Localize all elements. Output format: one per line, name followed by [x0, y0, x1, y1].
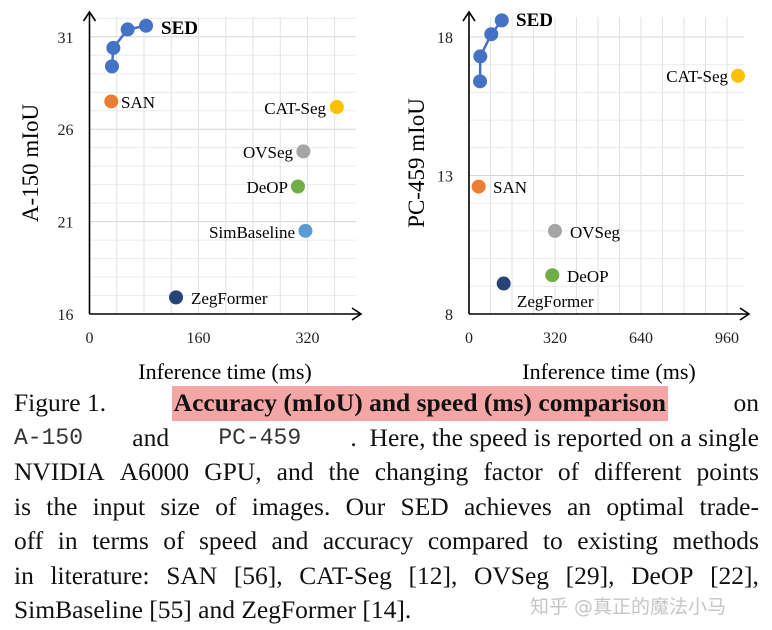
point-label: DeOP	[246, 178, 288, 197]
point-label: DeOP	[567, 267, 609, 286]
x-tick-label: 960	[715, 330, 739, 347]
x-tick-label: 160	[187, 330, 211, 347]
data-point	[494, 13, 509, 28]
y-tick-label: 26	[58, 122, 74, 139]
x-tick-label: 320	[296, 330, 320, 347]
caption-text: NVIDIA A6000 GPU, and the changing factor of dif…	[14, 457, 759, 486]
gridlines	[89, 17, 356, 314]
x-tick-label: 640	[629, 330, 653, 347]
data-point	[731, 68, 746, 83]
y-axis-arrow-icon	[462, 10, 476, 22]
data-point	[104, 59, 119, 74]
point-label: SED	[516, 10, 553, 31]
caption-text: in literature: SAN [56], CAT-Seg [12], OVSeg [2…	[14, 560, 759, 590]
figure-caption: Figure 1. Accuracy (mIoU) and speed (ms) …	[14, 386, 759, 628]
series-line	[478, 19, 503, 82]
point-label: SAN	[121, 93, 155, 112]
point-label: CAT-Seg	[264, 99, 326, 118]
x-tick-label: 0	[465, 330, 473, 347]
caption-line: A-150 and PC-459 . Here, the speed is repor…	[14, 421, 759, 456]
data-point	[473, 49, 488, 64]
y-tick-label: 18	[437, 30, 453, 47]
caption-text: SimBaseline [55] and ZegFormer [14].	[14, 595, 412, 624]
caption-text: Figure 1.	[14, 388, 107, 417]
x-axis-arrow-icon	[739, 307, 751, 321]
highlighted-caption-text: Accuracy (mIoU) and speed (ms) compariso…	[171, 386, 668, 421]
caption-text: on	[733, 388, 759, 417]
data-point	[473, 74, 488, 89]
x-tick-label: 0	[86, 330, 94, 347]
point-label: ZegFormer	[191, 289, 268, 308]
series-zegformer: ZegFormer	[169, 289, 268, 308]
caption-line: SimBaseline [55] and ZegFormer [14].	[14, 593, 759, 628]
y-tick-label: 13	[437, 169, 453, 186]
data-point	[120, 22, 135, 37]
series-zegformer: ZegFormer	[496, 276, 594, 311]
series-simbaseline: SimBaseline	[209, 223, 313, 242]
series-line	[110, 24, 147, 67]
data-point	[496, 276, 511, 291]
y-axis-arrow-icon	[82, 10, 97, 22]
data-point	[471, 179, 486, 194]
point-label: OVSeg	[243, 143, 294, 162]
data-point	[104, 94, 119, 109]
series-ovseg: OVSeg	[548, 223, 621, 242]
caption-line: is the input size of images. Our SED achieves an o…	[14, 490, 759, 525]
point-label: ZegFormer	[517, 292, 594, 311]
y-tick-label: 16	[58, 307, 74, 324]
x-axis-title: Inference time (ms)	[138, 359, 311, 384]
series-sed: SED	[104, 18, 198, 74]
x-axis-arrow-icon	[351, 307, 363, 321]
caption-line: in literature: SAN [56], CAT-Seg [12], OVSeg [2…	[14, 559, 759, 594]
y-tick-label: 8	[445, 307, 453, 324]
data-point	[329, 100, 344, 115]
data-point	[290, 179, 305, 194]
series-ovseg: OVSeg	[243, 143, 311, 162]
caption-text: . Here, the speed is reported on a singl…	[350, 422, 759, 452]
data-point	[296, 144, 311, 159]
caption-text: and	[132, 422, 170, 452]
data-point	[298, 223, 313, 238]
point-label: SED	[161, 18, 198, 39]
data-point	[545, 268, 560, 283]
series-deop: DeOP	[545, 267, 609, 286]
point-label: OVSeg	[570, 223, 621, 242]
point-label: SAN	[493, 178, 527, 197]
data-point	[484, 27, 499, 42]
point-label: CAT-Seg	[666, 67, 728, 86]
series-cat-seg: CAT-Seg	[264, 99, 344, 118]
dataset-name: PC-459	[218, 424, 302, 451]
y-tick-label: 31	[58, 30, 74, 47]
x-tick-label: 320	[543, 330, 567, 347]
data-point	[139, 18, 154, 33]
point-label: SimBaseline	[209, 223, 295, 242]
y-axis-title: A-150 mIoU	[18, 104, 43, 223]
caption-line: NVIDIA A6000 GPU, and the changing factor of dif…	[14, 455, 759, 490]
series-san: SAN	[471, 178, 527, 197]
watermark: 知乎 @真正的魔法小马	[530, 596, 727, 618]
chart-pc459: 0 320 640 960 8 13 18 PC-459 mIoU Inference time…	[404, 10, 751, 384]
data-point	[106, 40, 121, 55]
series-deop: DeOP	[246, 178, 305, 197]
series-san: SAN	[104, 93, 155, 112]
dataset-name: A-150	[14, 424, 84, 451]
data-point	[548, 223, 562, 238]
series-sed: SED	[473, 10, 553, 89]
gridlines	[469, 17, 744, 314]
caption-text: off in terms of speed and accuracy compared to ex…	[14, 526, 759, 555]
y-tick-label: 21	[58, 215, 74, 232]
series-cat-seg: CAT-Seg	[666, 67, 746, 86]
x-axis-title: Inference time (ms)	[522, 359, 695, 384]
chart-a150: 0 160 320 16 21 26 31 A-150 mIoU Inference time …	[18, 10, 363, 384]
caption-line: Figure 1. Accuracy (mIoU) and speed (ms) …	[14, 386, 759, 421]
y-axis-title: PC-459 mIoU	[404, 98, 429, 228]
caption-line: off in terms of speed and accuracy compared to ex…	[14, 524, 759, 559]
data-point	[169, 290, 184, 305]
caption-text: is the input size of images. Our SED achieves an o…	[14, 491, 759, 521]
